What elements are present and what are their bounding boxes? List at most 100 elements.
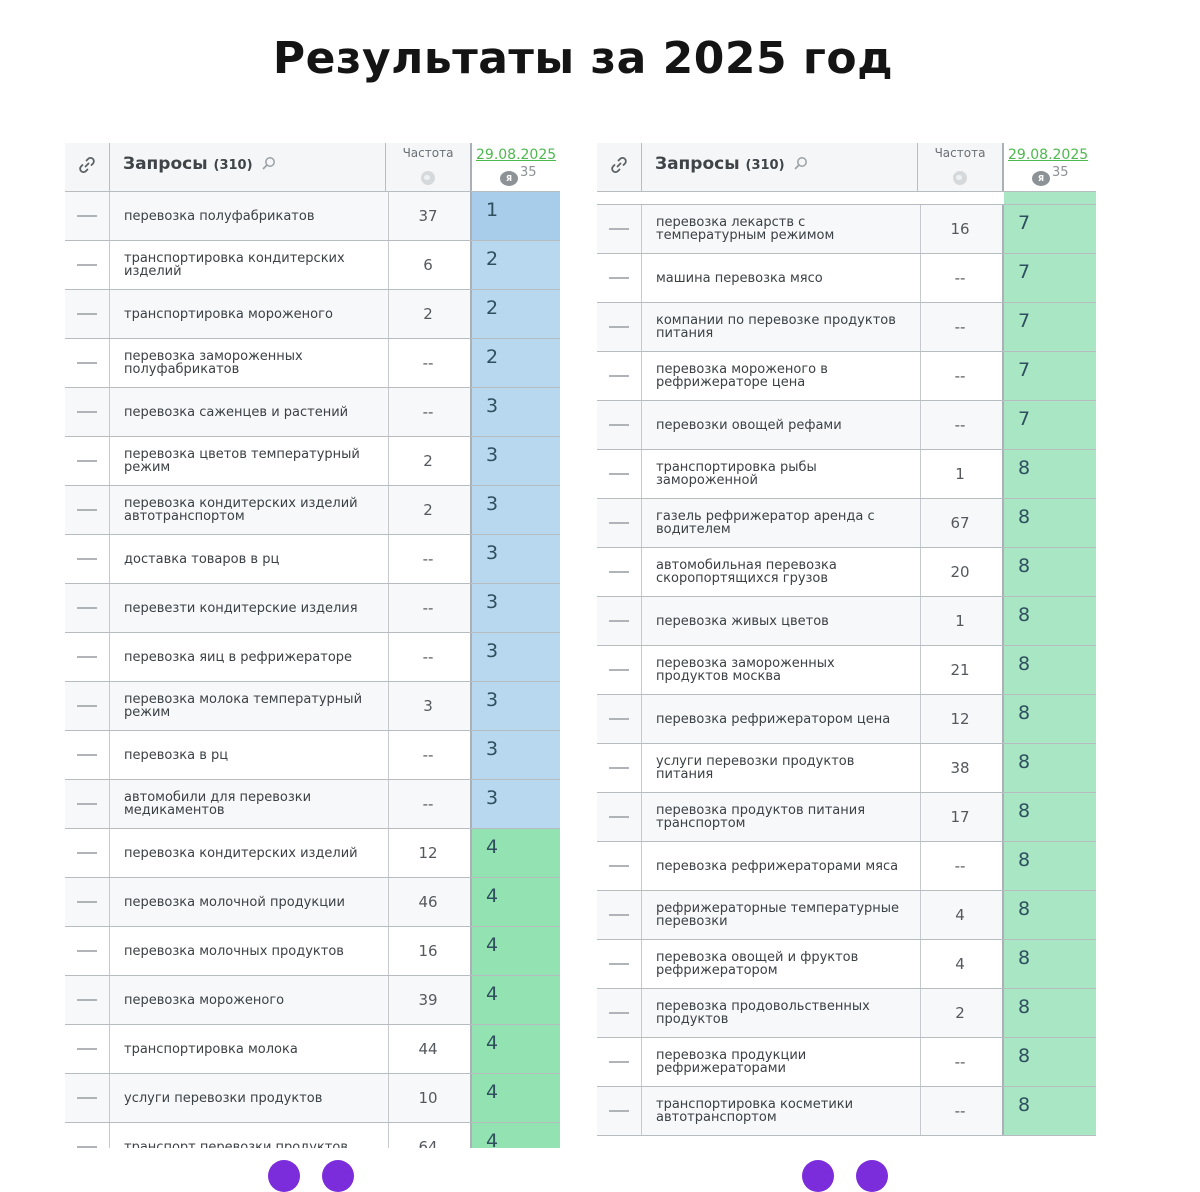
dash-icon — [609, 816, 629, 818]
row-link-cell[interactable] — [597, 989, 642, 1037]
table-row[interactable]: перевозка молочной продукции 46 4 — [65, 878, 560, 927]
table-row[interactable]: перевозка мороженого в рефрижераторе цен… — [597, 352, 1096, 401]
row-link-cell[interactable] — [597, 891, 642, 939]
queries-label: Запросы — [655, 154, 740, 174]
row-link-cell[interactable] — [65, 1123, 110, 1148]
row-link-cell[interactable] — [597, 1038, 642, 1086]
table-row[interactable]: перевозка продуктов питания транспортом 1… — [597, 793, 1096, 842]
row-link-cell[interactable] — [65, 192, 110, 240]
table-row[interactable]: доставка товаров в рц -- 3 — [65, 535, 560, 584]
search-icon[interactable] — [262, 156, 276, 170]
row-link-cell[interactable] — [597, 597, 642, 645]
row-link-cell[interactable] — [65, 535, 110, 583]
table-row[interactable]: транспортировка кондитерских изделий 6 2 — [65, 241, 560, 290]
date-link[interactable]: 29.08.2025 — [476, 147, 557, 163]
row-link-cell[interactable] — [65, 780, 110, 828]
table-row[interactable]: перевозка мороженого 39 4 — [65, 976, 560, 1025]
row-link-cell[interactable] — [65, 927, 110, 975]
table-row[interactable]: услуги перевозки продуктов 10 4 — [65, 1074, 560, 1123]
row-link-cell[interactable] — [597, 499, 642, 547]
table-row[interactable]: перевозка замороженных продуктов москва 2… — [597, 646, 1096, 695]
row-link-cell[interactable] — [65, 878, 110, 926]
table-row[interactable]: перевозка полуфабрикатов 37 1 — [65, 192, 560, 241]
query-text: транспортировка мороженого — [124, 306, 333, 322]
table-row[interactable]: перевозка молочных продуктов 16 4 — [65, 927, 560, 976]
pager-dot[interactable] — [856, 1160, 888, 1192]
table-row[interactable]: перевозки овощей рефами -- 7 — [597, 401, 1096, 450]
table-row[interactable]: перевозка молока температурный режим 3 3 — [65, 682, 560, 731]
table-row[interactable]: газель рефрижератор аренда с водителем 67… — [597, 499, 1096, 548]
row-link-cell[interactable] — [597, 940, 642, 988]
queries-column-header[interactable]: Запросы (310) — [642, 143, 918, 191]
row-link-cell[interactable] — [65, 1025, 110, 1073]
table-row[interactable]: автомобили для перевозки медикаментов -- 3 — [65, 780, 560, 829]
table-row[interactable]: автомобильная перевозка скоропортящихся … — [597, 548, 1096, 597]
table-row[interactable]: перевозка рефрижераторами мяса -- 8 — [597, 842, 1096, 891]
position-cell: 4 — [472, 1025, 560, 1073]
row-link-cell[interactable] — [597, 646, 642, 694]
row-link-cell[interactable] — [597, 548, 642, 596]
row-link-cell[interactable] — [597, 352, 642, 400]
table-row[interactable]: транспортировка мороженого 2 2 — [65, 290, 560, 339]
table-row[interactable]: перевозка рефрижератором цена 12 8 — [597, 695, 1096, 744]
table-row[interactable]: перевозка в рц -- 3 — [65, 731, 560, 780]
frequency-column-header[interactable]: Частота — [386, 143, 472, 191]
position-cell: 8 — [1004, 646, 1096, 694]
table-row[interactable]: перевозка кондитерских изделий 12 4 — [65, 829, 560, 878]
query-text: перевозка кондитерских изделий — [124, 845, 358, 861]
link-icon[interactable] — [610, 156, 628, 174]
row-link-cell[interactable] — [597, 401, 642, 449]
table-row[interactable]: перевозка продукции рефрижераторами -- 8 — [597, 1038, 1096, 1087]
row-link-cell[interactable] — [597, 450, 642, 498]
table-row[interactable]: транспортировка молока 44 4 — [65, 1025, 560, 1074]
row-link-cell[interactable] — [65, 633, 110, 681]
row-link-cell[interactable] — [65, 829, 110, 877]
table-row[interactable]: перевозка саженцев и растений -- 3 — [65, 388, 560, 437]
table-row[interactable]: машина перевозка мясо -- 7 — [597, 254, 1096, 303]
row-link-cell[interactable] — [65, 339, 110, 387]
table-row[interactable]: компании по перевозке продуктов питания -… — [597, 303, 1096, 352]
row-link-cell[interactable] — [597, 1087, 642, 1135]
row-link-cell[interactable] — [65, 976, 110, 1024]
pager-dot[interactable] — [802, 1160, 834, 1192]
table-row[interactable]: рефрижераторные температурные перевозки 4… — [597, 891, 1096, 940]
table-row[interactable]: перевезти кондитерские изделия -- 3 — [65, 584, 560, 633]
row-link-cell[interactable] — [65, 1074, 110, 1122]
table-row[interactable]: перевозка лекарств с температурным режим… — [597, 205, 1096, 254]
row-link-cell[interactable] — [597, 205, 642, 253]
table-row[interactable]: перевозка овощей и фруктов рефрижераторо… — [597, 940, 1096, 989]
table-row[interactable]: транспортировка косметики автотранспорто… — [597, 1087, 1096, 1136]
table-row[interactable]: перевозка замороженных полуфабрикатов -- 2 — [65, 339, 560, 388]
row-link-cell[interactable] — [65, 437, 110, 485]
row-link-cell[interactable] — [65, 584, 110, 632]
row-link-cell[interactable] — [597, 695, 642, 743]
row-link-cell[interactable] — [597, 303, 642, 351]
date-link[interactable]: 29.08.2025 — [1008, 147, 1089, 163]
table-row[interactable]: перевозка кондитерских изделий автотранс… — [65, 486, 560, 535]
row-link-cell[interactable] — [597, 842, 642, 890]
table-row[interactable]: услуги перевозки продуктов питания 38 8 — [597, 744, 1096, 793]
table-row[interactable]: перевозка продовольственных продуктов 2 8 — [597, 989, 1096, 1038]
search-icon[interactable] — [794, 156, 808, 170]
frequency-cell: 46 — [386, 878, 472, 926]
pager-dot[interactable] — [322, 1160, 354, 1192]
row-link-cell[interactable] — [65, 290, 110, 338]
table-row[interactable]: перевозка живых цветов 1 8 — [597, 597, 1096, 646]
table-row[interactable]: перевозка яиц в рефрижераторе -- 3 — [65, 633, 560, 682]
table-row[interactable]: транспортировка рыбы замороженной 1 8 — [597, 450, 1096, 499]
row-link-cell[interactable] — [65, 682, 110, 730]
row-link-cell[interactable] — [597, 744, 642, 792]
row-link-cell[interactable] — [65, 388, 110, 436]
pager-dot[interactable] — [268, 1160, 300, 1192]
queries-column-header[interactable]: Запросы (310) — [110, 143, 386, 191]
frequency-column-header[interactable]: Частота — [918, 143, 1004, 191]
row-link-cell[interactable] — [65, 486, 110, 534]
row-link-cell[interactable] — [65, 731, 110, 779]
row-link-cell[interactable] — [65, 241, 110, 289]
row-link-cell[interactable] — [597, 793, 642, 841]
row-link-cell[interactable] — [597, 254, 642, 302]
table-row[interactable]: перевозка цветов температурный режим 2 3 — [65, 437, 560, 486]
query-cell: газель рефрижератор аренда с водителем — [642, 499, 921, 547]
link-icon[interactable] — [78, 156, 96, 174]
table-row[interactable]: транспорт перевозки продуктов 64 4 — [65, 1123, 560, 1148]
